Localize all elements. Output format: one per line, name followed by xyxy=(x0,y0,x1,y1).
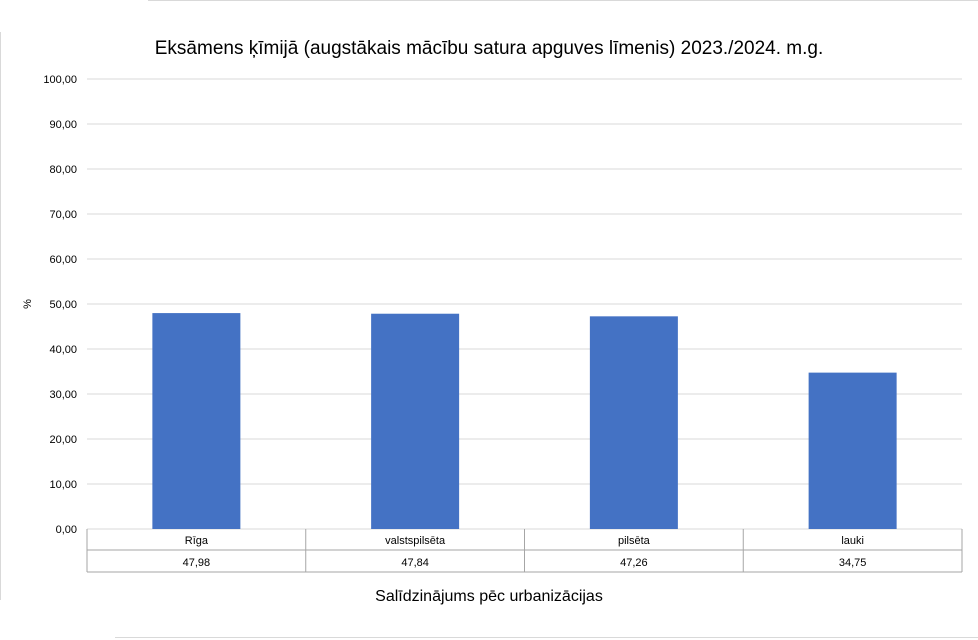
x-category-label: pilsēta xyxy=(618,535,651,547)
y-tick-label: 70,00 xyxy=(49,209,77,221)
y-tick-label: 60,00 xyxy=(49,254,77,266)
y-tick-label: 50,00 xyxy=(49,299,77,311)
y-tick-label: 30,00 xyxy=(49,389,77,401)
y-axis-title: % xyxy=(22,299,34,309)
x-category-label: lauki xyxy=(841,535,864,547)
y-tick-label: 100,00 xyxy=(43,74,77,86)
y-tick-label: 90,00 xyxy=(49,119,77,131)
y-tick-label: 80,00 xyxy=(49,164,77,176)
data-value-label: 47,84 xyxy=(401,557,429,569)
bar xyxy=(808,372,897,529)
y-tick-label: 0,00 xyxy=(56,524,77,536)
data-value-label: 47,26 xyxy=(620,557,648,569)
y-tick-labels: 0,00 10,00 20,00 30,00 40,00 50,00 60,00 70,00 8… xyxy=(43,74,77,536)
data-table: Rīga 47,98 valstspilsēta 47,84 pilsēta 47,26 l… xyxy=(86,529,963,573)
x-axis-title: Salīdzinājums pēc urbanizācijas xyxy=(375,588,603,605)
frame-left-line xyxy=(0,32,1,600)
y-tick-label: 20,00 xyxy=(49,434,77,446)
bar xyxy=(371,313,460,529)
bar xyxy=(589,316,678,529)
frame-top-line xyxy=(148,0,978,1)
chart-title: Eksāmens ķīmijā (augstākais mācību satur… xyxy=(154,38,824,59)
data-value-label: 47,98 xyxy=(183,557,211,569)
y-tick-label: 10,00 xyxy=(49,479,77,491)
x-category-label: Rīga xyxy=(185,535,209,547)
data-value-label: 34,75 xyxy=(839,557,867,569)
x-category-label: valstspilsēta xyxy=(385,535,446,547)
y-tick-label: 40,00 xyxy=(49,344,77,356)
bar xyxy=(152,313,241,529)
bars xyxy=(152,313,897,529)
frame-bottom-line xyxy=(115,637,978,638)
